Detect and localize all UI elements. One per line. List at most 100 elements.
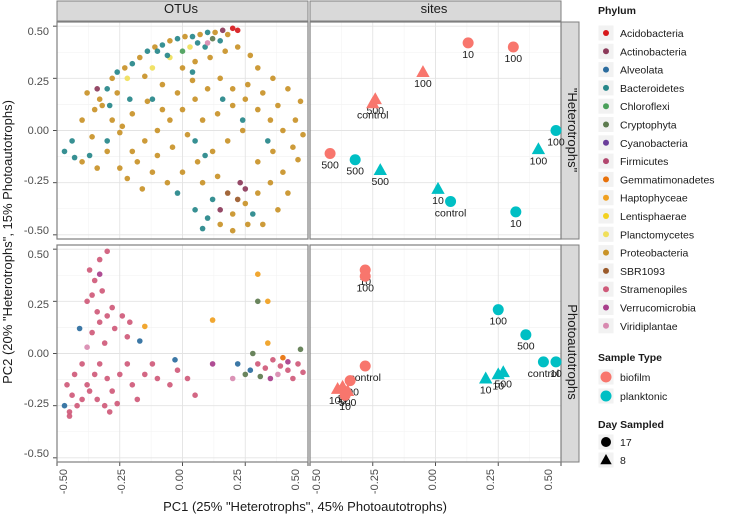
otu-point [237, 179, 243, 186]
otu-point [106, 409, 113, 415]
otu-point [297, 346, 304, 353]
otu-point [285, 359, 291, 365]
otu-point [96, 96, 103, 102]
y-tick-label: 0.50 [28, 26, 49, 38]
otu-point [229, 25, 236, 32]
otu-point [192, 138, 198, 144]
x-tick-label: 0.25 [485, 469, 497, 490]
otu-point [217, 75, 223, 82]
otu-point [149, 361, 156, 367]
otu-point [239, 127, 246, 134]
x-tick-label: 0.50 [543, 469, 555, 490]
otu-point [61, 148, 68, 155]
y-tick-label: 0.00 [28, 348, 49, 360]
site-point-label: control [349, 372, 381, 384]
otu-point [174, 35, 181, 42]
otu-point [96, 361, 103, 367]
otu-point [209, 317, 216, 323]
x-tick-labels-right: -0.50 -0.25 0.00 0.25 0.50 [311, 469, 555, 494]
x-tick-labels-left: -0.50 -0.25 0.00 0.25 0.50 [58, 469, 302, 494]
otu-point [117, 129, 123, 136]
site-point-triangle [491, 367, 505, 380]
otu-point [154, 48, 161, 54]
legend-sample-type: Sample Type biofilm planktonic [597, 352, 667, 405]
otu-point [69, 138, 75, 144]
legend-key-dot [603, 194, 609, 201]
legend-day-label: 8 [620, 455, 626, 467]
otu-point [117, 165, 123, 171]
otu-point [84, 382, 90, 388]
y-tick-labels-bottom: 0.50 0.25 0.00 -0.25 -0.50 [24, 249, 49, 460]
otu-point [265, 298, 271, 305]
site-point-label: 10 [492, 380, 504, 392]
legend-phylum-label: Chloroflexi [620, 101, 670, 113]
otu-point [104, 248, 110, 255]
otu-point [277, 363, 284, 369]
otu-point [154, 375, 161, 382]
otu-point [71, 154, 78, 161]
site-point-circle [537, 356, 549, 368]
site-point-triangle [431, 181, 445, 194]
otu-point [217, 38, 223, 44]
facet-label-sites: sites [421, 1, 448, 16]
otu-point [207, 54, 213, 61]
site-point-label: 10 [359, 276, 371, 288]
site-point-label: 10 [462, 49, 474, 61]
site-point-label: 100 [547, 137, 565, 149]
otu-point [192, 392, 198, 399]
y-tick-label: 0.50 [28, 249, 49, 261]
y-tick-label: -0.25 [24, 175, 49, 187]
legend-phylum-label: Cryptophyta [620, 120, 677, 132]
otu-point [250, 350, 256, 357]
otu-point [239, 117, 246, 123]
otu-point [209, 35, 216, 42]
otu-point [84, 344, 90, 351]
otu-point [222, 48, 228, 54]
otu-point [159, 106, 166, 113]
otu-point [260, 221, 266, 228]
otu-point [91, 106, 98, 113]
otu-point [94, 309, 100, 315]
otu-point [84, 298, 90, 305]
otu-point [104, 313, 110, 319]
site-point-label: control [435, 207, 467, 219]
y-tick-label: -0.50 [24, 225, 49, 237]
x-tick-label: -0.50 [311, 469, 323, 494]
otu-point [64, 382, 70, 388]
legend-phylum-label: Lentisphaerae [620, 211, 687, 223]
legend-key-dot [603, 249, 609, 256]
legend-key-dot [603, 103, 609, 110]
site-point-label: 10 [510, 218, 522, 230]
otu-point [229, 375, 236, 382]
otu-point [114, 400, 120, 407]
legend-key-dot [603, 267, 609, 274]
otu-point [242, 371, 249, 378]
otu-point [96, 319, 103, 326]
otu-point [179, 65, 186, 71]
otu-point [89, 134, 95, 140]
otu-point [262, 365, 269, 371]
otu-point [217, 207, 223, 213]
legend-phylum-label: Viridiplantae [620, 321, 678, 333]
otu-point [96, 256, 103, 263]
otu-point [96, 271, 103, 278]
otu-point [254, 361, 261, 367]
otu-point [204, 29, 211, 36]
otu-point [137, 338, 143, 344]
y-tick-label: -0.50 [24, 448, 49, 460]
site-point-circle [462, 37, 474, 49]
otu-point [109, 75, 115, 82]
legend-day-sampled: Day Sampled 17 8 [597, 419, 664, 469]
otu-point [257, 373, 264, 380]
legend-sample-label: biofilm [620, 372, 651, 384]
otu-point [109, 304, 115, 311]
otu-point [187, 44, 193, 50]
y-tick-labels-top: 0.50 0.25 0.00 -0.25 -0.50 [24, 26, 49, 237]
otu-point [254, 65, 261, 71]
otu-point [295, 156, 301, 163]
legend-key-dot [603, 48, 609, 55]
legend-key-dot [603, 158, 609, 165]
otu-point [212, 29, 218, 36]
otu-point [74, 402, 80, 409]
panel-border [309, 244, 562, 463]
